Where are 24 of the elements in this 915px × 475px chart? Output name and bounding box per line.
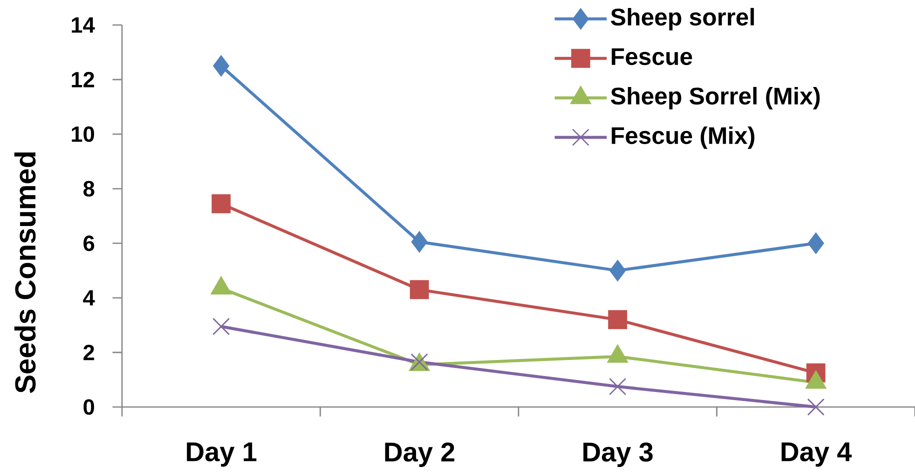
point (213, 56, 230, 76)
point (410, 280, 429, 300)
y-tick-label: 12 (72, 72, 94, 88)
y-tick-label: 14 (72, 17, 95, 33)
point (808, 233, 824, 254)
y-tick-label: 0 (84, 399, 94, 415)
x-tick-label: Day 4 (782, 442, 852, 467)
y-tick-label: 8 (83, 180, 94, 197)
point (608, 310, 628, 330)
legend-label: Fescue (Mix) (612, 126, 754, 149)
point (212, 194, 231, 214)
legend-label: Sheep sorrel (610, 8, 754, 30)
y-tick-label: 6 (84, 235, 94, 252)
x-tick-label: Day 2 (385, 442, 454, 467)
legend-label: Sheep Sorrel (Mix) (610, 86, 820, 110)
legend-label: Fescue (612, 48, 692, 66)
x-tick-label: Day 3 (583, 442, 653, 467)
point (610, 260, 626, 281)
y-tick-label: 2 (84, 344, 94, 360)
point (412, 232, 428, 252)
x-tick-label: Day 1 (186, 442, 256, 467)
y-tick-label: 4 (83, 290, 95, 306)
y-tick-label: 10 (72, 126, 94, 142)
y-axis-title: Seeds Consumed (14, 152, 36, 393)
